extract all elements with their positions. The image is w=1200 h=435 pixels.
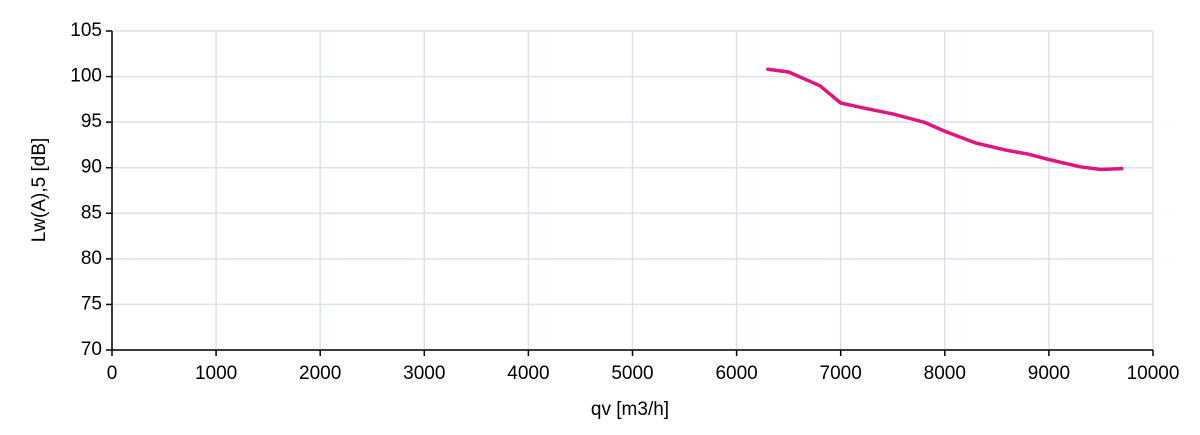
x-tick-label: 1000 <box>195 363 237 384</box>
x-tick-label: 6000 <box>715 363 757 384</box>
x-tick-label: 7000 <box>820 363 862 384</box>
x-tick-label: 3000 <box>403 363 445 384</box>
x-tick-label: 10000 <box>1127 363 1180 384</box>
y-axis-label: Lw(A),5 [dB] <box>29 138 50 243</box>
y-tick-label: 80 <box>81 248 102 269</box>
x-tick-label: 0 <box>107 363 118 384</box>
y-tick-label: 95 <box>81 111 102 132</box>
x-tick-label: 5000 <box>611 363 653 384</box>
y-tick-label: 70 <box>81 339 102 360</box>
y-tick-label: 90 <box>81 157 102 178</box>
series-line <box>766 67 1124 172</box>
y-tick-label: 105 <box>70 20 102 41</box>
x-tick-label: 8000 <box>924 363 966 384</box>
y-tick-label: 75 <box>81 293 102 314</box>
x-tick-label: 2000 <box>299 363 341 384</box>
y-tick-label: 100 <box>70 66 102 87</box>
x-tick-label: 4000 <box>507 363 549 384</box>
y-tick-label: 85 <box>81 202 102 223</box>
x-tick-label: 9000 <box>1028 363 1070 384</box>
x-axis-label: qv [m3/h] <box>591 399 669 420</box>
